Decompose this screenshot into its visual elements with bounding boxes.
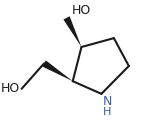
- Text: HO: HO: [71, 4, 91, 17]
- Text: H: H: [103, 106, 111, 116]
- Polygon shape: [63, 16, 82, 47]
- Text: N: N: [103, 95, 112, 108]
- Polygon shape: [42, 60, 73, 81]
- Text: HO: HO: [1, 82, 20, 95]
